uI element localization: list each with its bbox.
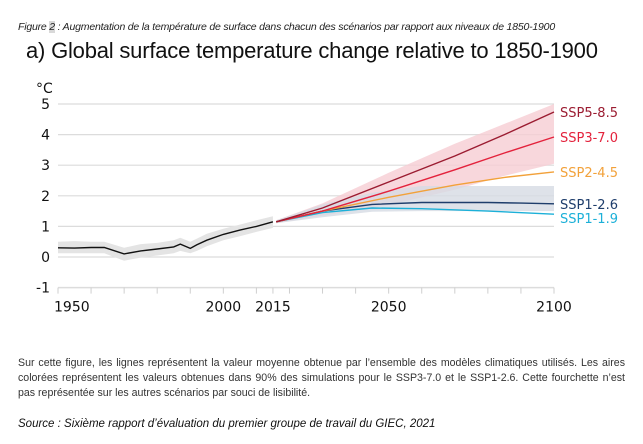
line-ssp1-1-9 [276,207,555,223]
chart-title: a) Global surface temperature change rel… [26,38,598,63]
y-tick-label-3: 3 [41,158,50,174]
series-lines [57,111,555,255]
series-label-ssp1-1-9: SSP1-1.9 [560,212,618,227]
series-label-ssp1-2-6: SSP1-2.6 [560,198,618,213]
y-axis-unit-label: °C [36,81,53,97]
historical-band [58,216,273,261]
band-ssp3-7-0 [276,104,554,224]
gridlines [58,103,554,289]
line-ssp3-7-0 [276,136,555,223]
uncertainty-bands [58,104,554,261]
caption-prefix: Figure [18,21,50,33]
axes: °C -1 0 1 2 3 4 5 1950 2000 2015 2050 2100 [36,81,572,316]
x-tick-label-2015: 2015 [255,300,291,316]
figure-caption: Figure 2 : Augmentation de la températur… [18,21,555,33]
x-tick-label-1950: 1950 [54,300,90,316]
y-tick-label-4: 4 [41,128,50,144]
caption-number: 2 [49,21,55,33]
y-tick-label-5: 5 [41,97,50,113]
y-tick-label-1: 1 [41,219,50,235]
series-label-ssp3-7-0: SSP3-7.0 [560,131,618,146]
band-ssp1-2-6 [276,186,554,224]
x-tick-label-2050: 2050 [371,300,407,316]
figure-source: Source : Sixième rapport d’évaluation du… [18,418,436,430]
series-label-ssp5-8-5: SSP5-8.5 [560,106,618,121]
figure-note: Sur cette figure, les lignes représenten… [18,357,625,399]
y-tick-label-2: 2 [41,189,50,205]
series-label-ssp2-4-5: SSP2-4.5 [560,166,618,181]
line-ssp5-8-5 [276,111,555,223]
y-tick-label-0: 0 [41,250,50,266]
x-tick-label-2000: 2000 [206,300,242,316]
historical-line [57,221,274,255]
y-tick-label--1: -1 [36,281,50,297]
caption-text: : Augmentation de la température de surf… [54,21,556,33]
x-tick-label-2100: 2100 [536,300,572,316]
